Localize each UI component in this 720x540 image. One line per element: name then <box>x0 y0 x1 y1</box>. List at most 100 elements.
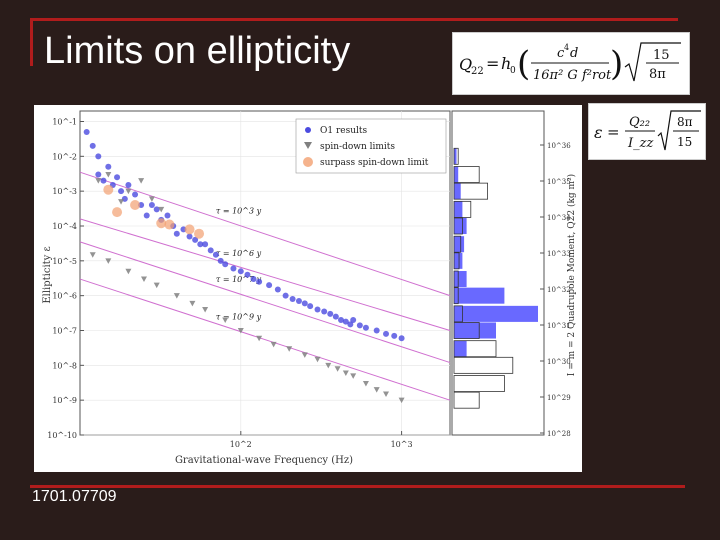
legend-spindown: spin-down limits <box>320 142 395 152</box>
o1-point <box>327 311 333 317</box>
o1-point <box>95 172 101 178</box>
spindown-point <box>374 387 380 393</box>
y-tick-label: 10^-8 <box>52 361 77 370</box>
legend: O1 results spin-down limits surpass spin… <box>296 119 446 173</box>
o1-point <box>164 213 170 219</box>
histogram-bar-o1 <box>454 183 461 199</box>
footer-rule <box>30 485 685 488</box>
y2-axis-label: I = m = 2 Quadrupole Moment, Q22 (kg m²) <box>566 174 577 376</box>
o1-point <box>321 309 327 315</box>
y-tick-label: 10^-1 <box>52 117 77 126</box>
eq1-sqrt-den: 8π <box>649 67 666 82</box>
o1-point <box>363 325 369 331</box>
age-line <box>80 279 450 400</box>
surpass-point <box>164 220 174 230</box>
y-tick-label: 10^-9 <box>52 396 77 405</box>
spindown-point <box>286 346 292 352</box>
legend-surpass-marker <box>303 157 313 167</box>
spindown-point <box>105 172 111 178</box>
spindown-point <box>315 357 321 363</box>
histogram-bar-o1 <box>454 253 462 269</box>
spindown-point <box>141 277 147 283</box>
surpass-point <box>194 229 204 239</box>
quadrupole-equation: Q 22 = h 0 ( c 4 d 16π² G f²rot ) 15 8π <box>452 32 690 95</box>
ellipticity-chart: τ = 10^3 yτ = 10^6 yτ = 10^7 yτ = 10^9 y… <box>34 105 582 472</box>
spindown-point <box>189 301 195 307</box>
legend-surpass: surpass spin-down limit <box>320 158 429 168</box>
o1-point <box>132 192 138 198</box>
o1-point <box>187 233 193 239</box>
eq2-sqrt-den: 15 <box>677 135 692 149</box>
histogram-bar-spindown <box>454 376 504 392</box>
histogram-bar-o1 <box>454 271 467 287</box>
spindown-point <box>383 392 389 398</box>
surpass-point <box>130 200 140 210</box>
o1-point <box>251 276 257 282</box>
y-axis-label: Ellipticity ε <box>42 246 53 303</box>
spindown-point <box>350 373 356 379</box>
o1-point <box>296 298 302 304</box>
age-line-label: τ = 10^3 y <box>216 207 262 216</box>
o1-point <box>208 247 214 253</box>
o1-point <box>391 333 397 339</box>
title-rule <box>30 18 678 21</box>
o1-point <box>95 153 101 159</box>
histogram-bar-spindown <box>454 392 479 408</box>
x-tick-label: 10^2 <box>230 440 252 449</box>
o1-point <box>230 266 236 272</box>
o1-point <box>100 178 106 184</box>
y2-tick-label: 10^36 <box>547 142 571 150</box>
o1-point <box>222 261 228 267</box>
o1-point <box>333 314 339 320</box>
eq1-paren-r: ) <box>610 44 623 84</box>
y-tick-label: 10^-4 <box>52 222 77 231</box>
x-tick-label: 10^3 <box>391 440 413 449</box>
spindown-point <box>335 366 341 372</box>
o1-point <box>144 213 150 219</box>
eq1-paren-l: ( <box>517 44 530 84</box>
eq1-lhs-sub: 22 <box>471 66 484 77</box>
ellipticity-equation: ε = Q₂₂ I_zz 8π 15 <box>588 103 706 160</box>
histogram-bar-o1 <box>454 201 462 217</box>
y-tick-label: 10^-10 <box>47 431 77 440</box>
o1-point <box>266 282 272 288</box>
o1-point <box>374 327 380 333</box>
o1-point <box>84 129 90 135</box>
o1-point <box>307 303 313 309</box>
histogram-bar-spindown <box>454 357 513 373</box>
spindown-point <box>302 352 308 358</box>
histogram-bar-o1 <box>454 341 467 357</box>
age-line <box>80 219 450 331</box>
age-line <box>80 172 450 295</box>
o1-point <box>399 335 405 341</box>
histogram-bar-o1 <box>454 236 464 252</box>
spindown-point <box>125 269 131 275</box>
surpass-point <box>103 185 113 195</box>
histogram-bar-o1 <box>454 167 458 183</box>
spindown-point <box>154 283 160 289</box>
o1-point <box>149 202 155 208</box>
surpass-point <box>185 224 195 234</box>
eq1-sqrt-num: 15 <box>653 48 670 63</box>
o1-point <box>114 174 120 180</box>
o1-point <box>118 188 124 194</box>
spindown-point <box>90 252 96 258</box>
spindown-point <box>95 178 101 184</box>
eq2-sqrt-num: 8π <box>677 115 693 129</box>
o1-point <box>238 268 244 274</box>
spindown-point <box>271 342 277 348</box>
age-line-label: τ = 10^9 y <box>216 313 262 322</box>
o1-point <box>275 287 281 293</box>
o1-point <box>244 272 250 278</box>
histogram-bar-o1 <box>454 218 467 234</box>
surpass-point <box>112 207 122 217</box>
o1-point <box>302 300 308 306</box>
o1-point <box>383 331 389 337</box>
spindown-point <box>138 178 144 184</box>
eq1-num-exp: 4 <box>564 43 569 52</box>
legend-o1-marker <box>305 127 311 133</box>
o1-point <box>90 143 96 149</box>
spindown-point <box>202 307 208 313</box>
histogram-bar-o1 <box>454 322 496 338</box>
ellipticity-figure: τ = 10^3 y τ = 10^6 y τ = 10^7 y τ = 10^9 y… <box>34 105 582 472</box>
